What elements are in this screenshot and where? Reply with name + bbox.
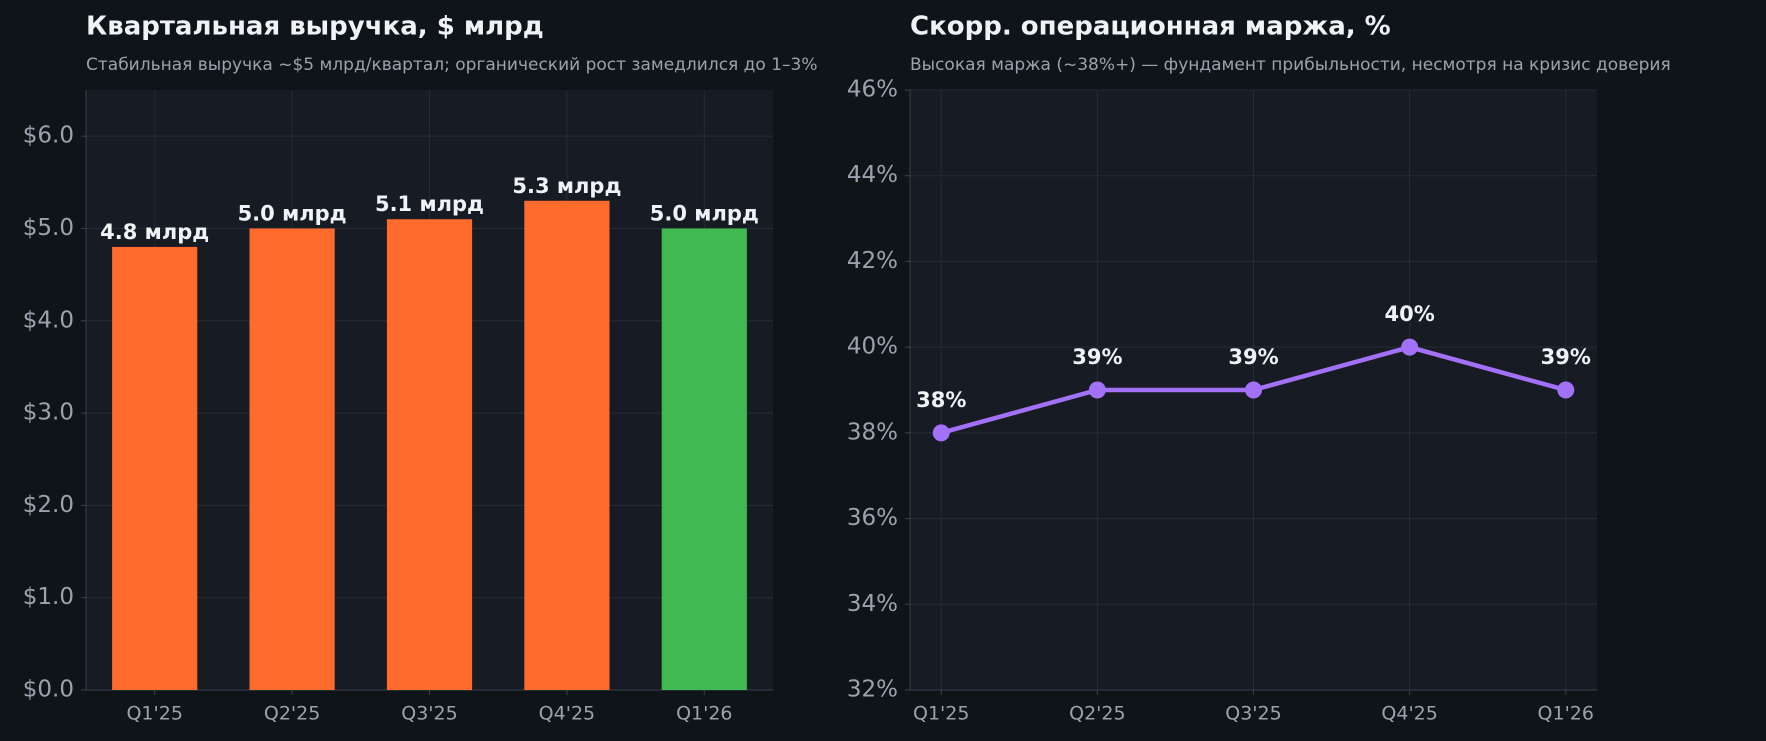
x-tick-label: Q4'25 [1381, 703, 1437, 725]
y-tick-label: 32% [847, 677, 898, 703]
x-tick-label: Q1'25 [913, 703, 969, 725]
y-tick-label: $4.0 [23, 307, 74, 333]
y-tick-label: 36% [847, 505, 898, 531]
bar [249, 228, 335, 690]
value-label: 39% [1541, 345, 1591, 369]
chart-subtitle: Высокая маржа (~38%+) — фундамент прибыл… [910, 55, 1671, 75]
y-tick-label: $1.0 [23, 584, 74, 610]
y-tick-label: 42% [847, 248, 898, 274]
chart-title: Квартальная выручка, $ млрд [86, 12, 544, 42]
point [1557, 381, 1575, 399]
point [1088, 381, 1106, 399]
x-tick-label: Q1'26 [676, 703, 732, 725]
point [1245, 381, 1262, 399]
bar [661, 228, 747, 690]
y-tick-label: 40% [847, 334, 898, 360]
x-tick-label: Q2'25 [1069, 703, 1125, 725]
chart-subtitle: Стабильная выручка ~$5 млрд/квартал; орг… [86, 55, 818, 75]
y-tick-label: 46% [847, 77, 898, 103]
y-tick-label: $5.0 [23, 215, 74, 241]
y-tick-label: 44% [847, 162, 898, 188]
value-label: 40% [1385, 302, 1435, 326]
value-label: 5.0 млрд [238, 201, 347, 225]
value-label: 5.1 млрд [375, 192, 484, 216]
value-label: 5.0 млрд [650, 201, 759, 225]
x-tick-label: Q3'25 [401, 703, 457, 725]
y-tick-label: $2.0 [23, 492, 74, 518]
value-label: 38% [916, 388, 966, 412]
chart-title: Скорр. операционная маржа, % [910, 12, 1391, 42]
y-tick-label: 38% [847, 419, 898, 445]
y-tick-label: 34% [847, 591, 898, 617]
bar [524, 200, 610, 690]
x-tick-label: Q2'25 [264, 703, 320, 725]
y-tick-label: $0.0 [23, 677, 74, 703]
value-label: 4.8 млрд [100, 220, 209, 244]
y-tick-label: $3.0 [23, 400, 74, 426]
bar [112, 246, 198, 690]
x-tick-label: Q4'25 [539, 703, 595, 725]
value-label: 39% [1228, 345, 1278, 369]
x-tick-label: Q3'25 [1225, 703, 1281, 725]
x-tick-label: Q1'26 [1538, 703, 1594, 725]
point [932, 424, 950, 442]
value-label: 39% [1072, 345, 1122, 369]
bar [386, 219, 473, 690]
value-label: 5.3 млрд [512, 174, 621, 198]
x-tick-label: Q1'25 [126, 703, 182, 725]
y-tick-label: $6.0 [23, 123, 74, 149]
point [1401, 338, 1419, 356]
